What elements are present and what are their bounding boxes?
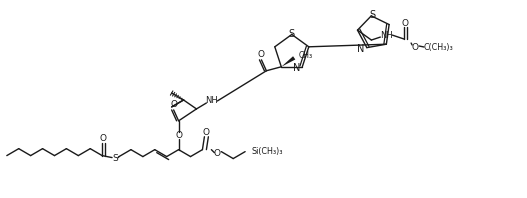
Text: O: O [170, 100, 177, 109]
Text: CH₃: CH₃ [298, 51, 313, 60]
Text: N: N [357, 44, 365, 54]
Text: O: O [100, 134, 106, 143]
Text: NH: NH [205, 96, 218, 106]
Text: C(CH₃)₃: C(CH₃)₃ [423, 43, 453, 51]
Text: O: O [412, 43, 418, 51]
Text: O: O [214, 149, 221, 158]
Text: O: O [175, 131, 182, 140]
Text: S: S [369, 10, 375, 20]
Text: Si(CH₃)₃: Si(CH₃)₃ [251, 147, 282, 156]
Text: N: N [293, 63, 300, 73]
Text: O: O [258, 50, 265, 59]
Polygon shape [281, 56, 295, 67]
Text: S: S [112, 154, 118, 163]
Text: O: O [203, 128, 210, 137]
Text: NH: NH [380, 30, 393, 40]
Text: O: O [402, 19, 408, 28]
Text: S: S [289, 30, 295, 39]
